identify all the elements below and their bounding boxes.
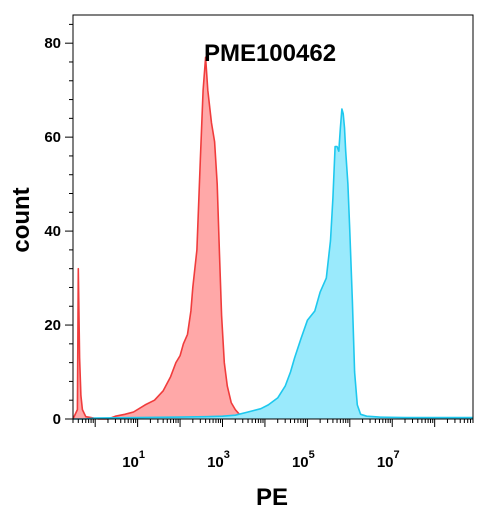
plot-frame — [72, 14, 474, 420]
x-tick-label: 107 — [377, 449, 400, 471]
chart-title: PME100462 — [204, 40, 336, 67]
y-axis-title: count — [8, 187, 35, 252]
series-1-line — [72, 56, 249, 420]
series-1-area — [73, 57, 248, 420]
y-axis: 0 20 40 60 80 — [44, 23, 73, 428]
y-tick-label: 60 — [44, 129, 61, 146]
x-tick-label: 103 — [207, 449, 230, 471]
x-tick-label: 105 — [292, 449, 315, 471]
plot-areas — [72, 56, 473, 420]
y-tick-label: 20 — [44, 317, 61, 334]
y-tick-label: 80 — [44, 35, 61, 52]
series-2-line — [73, 108, 473, 420]
x-axis-title: PE — [256, 484, 288, 511]
y-tick-label: 40 — [44, 223, 61, 240]
y-tick-label: 0 — [53, 411, 61, 428]
x-tick-label: 101 — [122, 449, 145, 471]
series-2-area — [73, 109, 473, 419]
x-axis: 101 103 105 107 — [72, 419, 474, 471]
